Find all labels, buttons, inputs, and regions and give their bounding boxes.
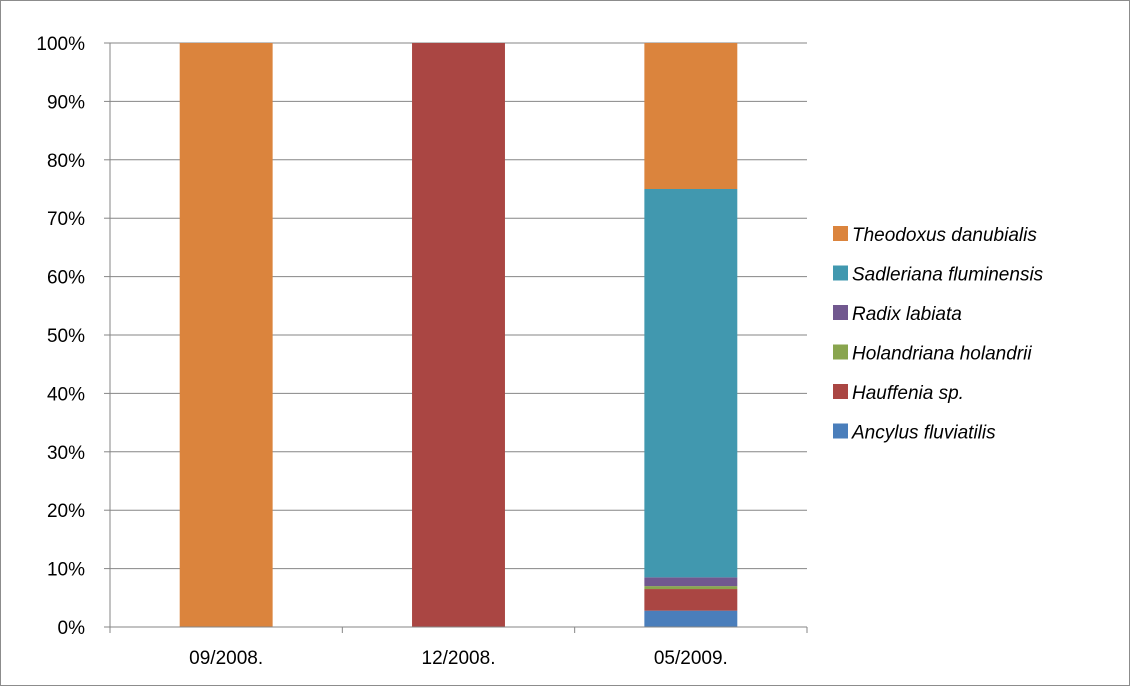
x-tick-label: 12/2008. xyxy=(422,648,496,669)
y-tick-label: 70% xyxy=(47,209,85,230)
y-tick-label: 90% xyxy=(47,92,85,113)
legend-label: Sadleriana fluminensis xyxy=(852,265,1044,286)
bar-segment-hauffenia-sp xyxy=(644,589,738,611)
legend-item-theodoxus-danubialis: Theodoxus danubialis xyxy=(833,225,1037,246)
x-tick-label: 05/2009. xyxy=(654,648,728,669)
legend-item-radix-labiata: Radix labiata xyxy=(833,304,962,325)
legend-label: Ancylus fluviatilis xyxy=(851,423,996,444)
y-tick-label: 50% xyxy=(47,326,85,347)
bar-segment-theodoxus-danubialis xyxy=(179,43,273,627)
axes: 0% 10% 20% 30% 40% 50% 60% 70% 80% 90% 100% 09/2008… xyxy=(36,34,808,669)
bar-segment-holandriana-holandrii xyxy=(644,586,738,590)
y-tick-label: 100% xyxy=(36,34,85,55)
legend-label: Radix labiata xyxy=(852,304,962,325)
y-tick-label: 20% xyxy=(47,501,85,522)
legend-label: Holandriana holandrii xyxy=(852,344,1032,365)
y-tick-label: 30% xyxy=(47,443,85,464)
legend-swatch xyxy=(833,423,848,439)
legend-swatch xyxy=(833,305,848,320)
y-tick-label: 80% xyxy=(47,151,85,172)
legend-item-ancylus-fluviatilis: Ancylus fluviatilis xyxy=(833,423,996,444)
y-tick-label: 60% xyxy=(47,268,85,289)
bars xyxy=(179,43,738,627)
legend-label: Hauffenia sp. xyxy=(852,383,964,404)
bar-segment-hauffenia-sp xyxy=(412,43,505,627)
y-tick-label: 10% xyxy=(47,560,85,581)
bar-segment-theodoxus-danubialis xyxy=(644,43,738,189)
x-tick-label: 09/2008. xyxy=(189,648,263,669)
legend-swatch xyxy=(833,226,848,241)
legend-swatch xyxy=(833,344,848,360)
legend: Theodoxus danubialis Sadleriana fluminens… xyxy=(833,225,1044,444)
y-tick-label: 40% xyxy=(47,384,85,405)
legend-label: Theodoxus danubialis xyxy=(852,225,1037,246)
bar-segment-ancylus-fluviatilis xyxy=(644,610,738,627)
legend-item-hauffenia-sp: Hauffenia sp. xyxy=(833,383,964,404)
y-tick-label: 0% xyxy=(58,618,86,639)
legend-swatch xyxy=(833,265,848,281)
legend-item-sadleriana-fluminensis: Sadleriana fluminensis xyxy=(833,265,1044,286)
legend-item-holandriana-holandrii: Holandriana holandrii xyxy=(833,344,1032,365)
bar-segment-sadleriana-fluminensis xyxy=(644,189,738,578)
bar-segment-radix-labiata xyxy=(644,577,738,587)
legend-swatch xyxy=(833,384,848,399)
